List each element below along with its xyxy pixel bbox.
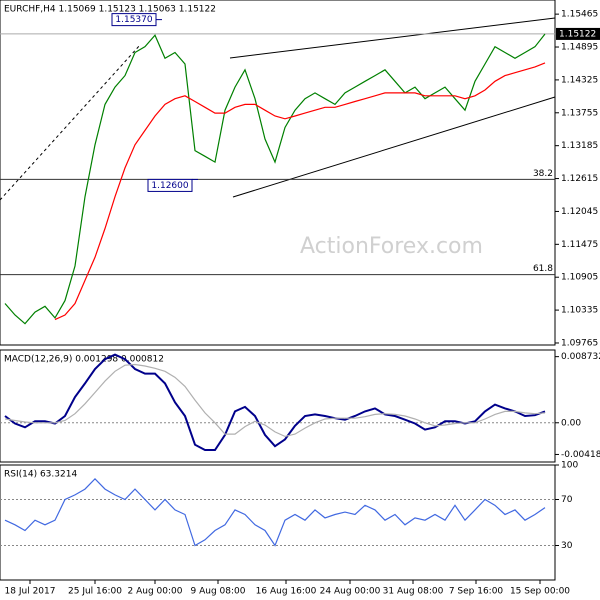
x-tick-label: 15 Sep 00:00 <box>510 587 570 597</box>
y-tick-label: 1.14895 <box>561 43 598 53</box>
watermark: ActionForex.com <box>300 234 483 259</box>
series-line <box>4 33 546 325</box>
panel-title: EURCHF,H4 1.15069 1.15123 1.15063 1.1512… <box>4 5 216 15</box>
series-line <box>4 477 546 547</box>
series-line <box>4 363 546 438</box>
x-tick-label: 9 Aug 08:00 <box>191 587 246 597</box>
trend-line-lower <box>232 96 556 198</box>
x-tick-label: 31 Aug 08:00 <box>383 587 444 597</box>
annotation-label: 1.12600 <box>151 181 188 191</box>
y-tick-label: 100 <box>561 461 578 471</box>
panel-title: RSI(14) 63.3214 <box>4 470 77 480</box>
y-tick-label: 1.09765 <box>561 338 598 348</box>
x-tick-label: 18 Jul 2017 <box>5 587 56 597</box>
y-tick-label: 1.12615 <box>561 174 598 184</box>
series-line <box>54 62 546 321</box>
y-tick-label: 1.13185 <box>561 141 598 151</box>
dashed-line <box>0 44 141 201</box>
y-tick-label: 0.008732 <box>561 352 600 362</box>
y-tick-label: 1.15465 <box>561 10 598 20</box>
x-tick-label: 7 Sep 16:00 <box>449 587 504 597</box>
y-tick-label: 1.10335 <box>561 306 598 316</box>
y-tick-label: -0.004184 <box>561 450 600 460</box>
y-tick-label: 30 <box>561 541 573 551</box>
x-tick-label: 16 Aug 16:00 <box>256 587 317 597</box>
x-tick-label: 24 Aug 00:00 <box>320 587 381 597</box>
panel-frame <box>0 0 556 346</box>
y-tick-label: 1.12045 <box>561 207 598 217</box>
annotation-label: 1.15370 <box>115 15 152 25</box>
x-tick-label: 25 Jul 16:00 <box>68 587 122 597</box>
y-tick-label: 1.11475 <box>561 240 598 250</box>
y-tick-label: 1.13755 <box>561 108 598 118</box>
x-tick-label: 2 Aug 00:00 <box>128 587 183 597</box>
series-line <box>4 353 546 451</box>
level-label: 61.8 <box>533 264 553 274</box>
y-tick-label: 0.00 <box>561 418 581 428</box>
y-tick-label: 1.14325 <box>561 75 598 85</box>
y-tick-label: 70 <box>561 495 573 505</box>
panel-frame <box>0 464 556 581</box>
level-label: 38.2 <box>533 169 553 179</box>
annotation-box <box>147 178 193 192</box>
panel-title: MACD(12,26,9) 0.001298 0.000812 <box>4 355 164 365</box>
current-price-label: 1.15122 <box>559 29 596 39</box>
current-price-box <box>556 27 600 40</box>
trend-line-upper <box>229 17 556 59</box>
y-tick-label: 1.10905 <box>561 273 598 283</box>
panel-frame <box>0 349 556 463</box>
